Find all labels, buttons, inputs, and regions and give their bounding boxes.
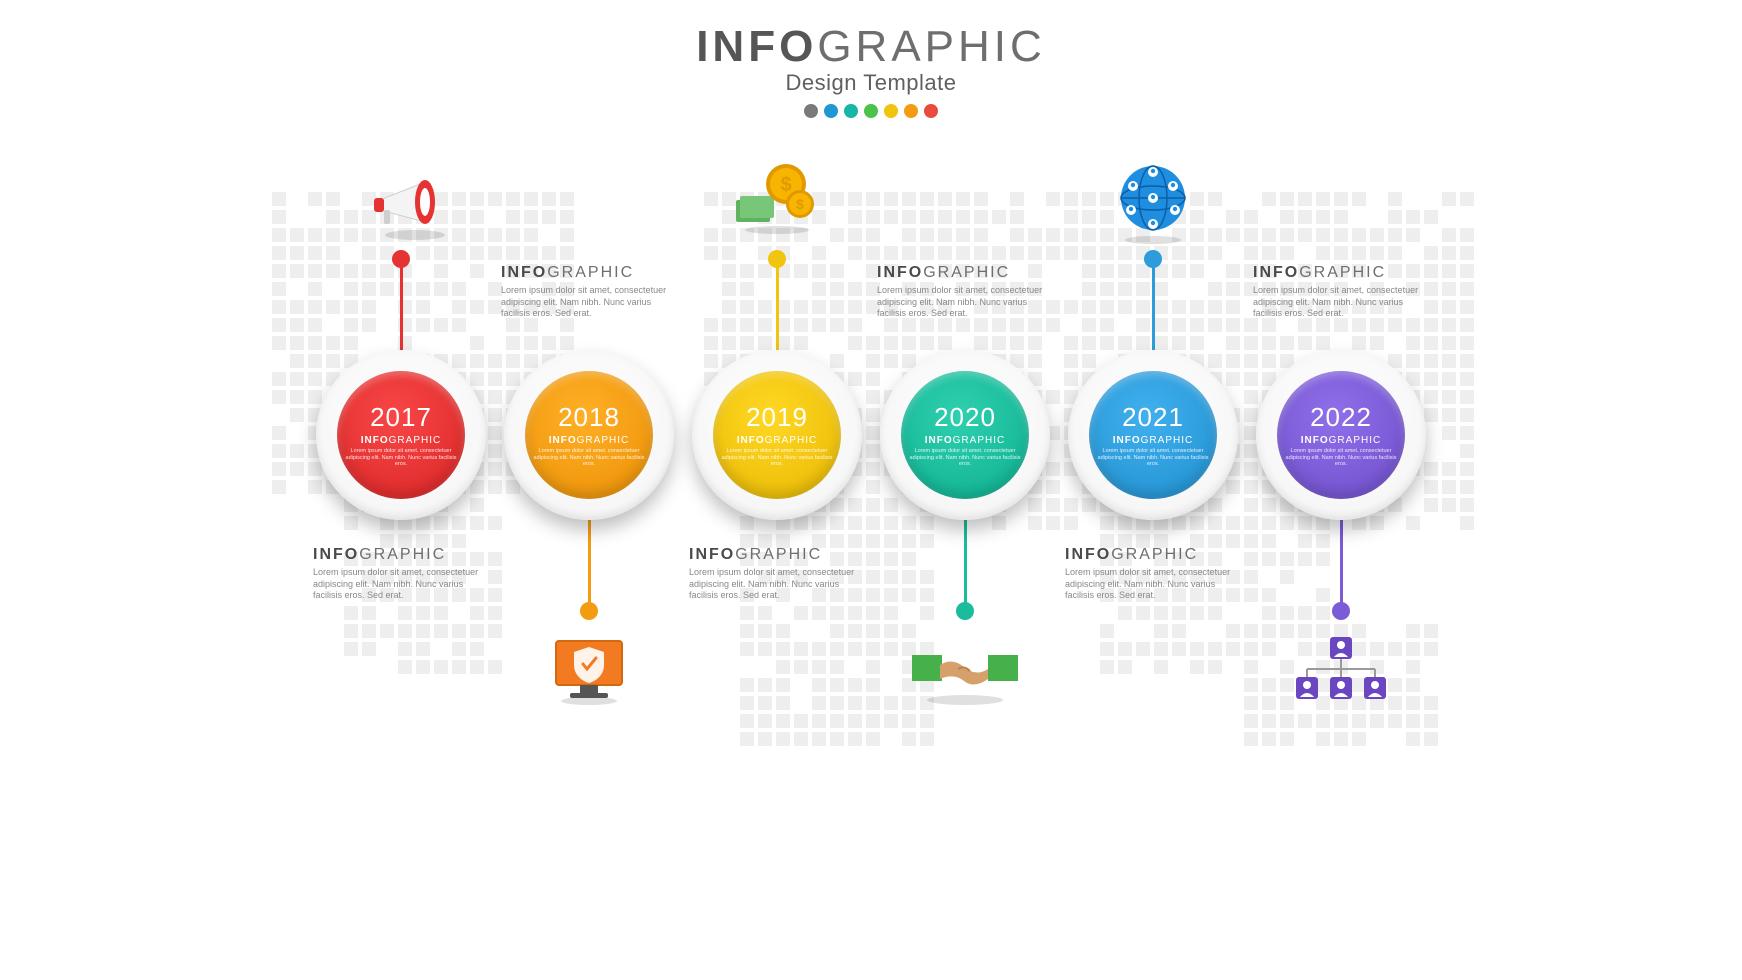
year-circle-inner: 2017 INFOGRAPHIC Lorem ipsum dolor sit a… [337,371,465,499]
circle-mini-text: Lorem ipsum dolor sit amet. consectetuer… [909,448,1021,468]
timeline-node: INFOGRAPHICLorem ipsum dolor sit amet, c… [1256,350,1426,520]
year-circle-inner: 2020 INFOGRAPHIC Lorem ipsum dolor sit a… [901,371,1029,499]
circle-label: INFOGRAPHIC [549,435,629,446]
timeline-node: 2021 INFOGRAPHIC Lorem ipsum dolor sit a… [1068,350,1238,520]
legend-dots [0,104,1742,118]
svg-text:$: $ [780,174,791,196]
year-circle-inner: 2022 INFOGRAPHIC Lorem ipsum dolor sit a… [1277,371,1405,499]
title-bold: INFO [696,22,817,71]
year-circle-inner: 2021 INFOGRAPHIC Lorem ipsum dolor sit a… [1089,371,1217,499]
stem [776,254,779,350]
stem-dot [392,250,410,268]
timeline-node: 2017 INFOGRAPHIC Lorem ipsum dolor sit a… [316,350,486,520]
stem-dot [956,602,974,620]
year-circle-inner: 2019 INFOGRAPHIC Lorem ipsum dolor sit a… [713,371,841,499]
legend-dot [824,104,838,118]
block-title: INFOGRAPHIC [877,264,1057,282]
year-label: 2018 [558,402,620,433]
year-label: 2020 [934,402,996,433]
stem-dot [768,250,786,268]
legend-dot [804,104,818,118]
block-title: INFOGRAPHIC [313,546,493,564]
year-label: 2017 [370,402,432,433]
circle-label: INFOGRAPHIC [1113,435,1193,446]
block-title: INFOGRAPHIC [1065,546,1245,564]
legend-dot [864,104,878,118]
stem [1152,254,1155,350]
circle-label: INFOGRAPHIC [1301,435,1381,446]
text-block: INFOGRAPHIC Lorem ipsum dolor sit amet, c… [1253,264,1433,320]
timeline: 2017 INFOGRAPHIC Lorem ipsum dolor sit a… [0,350,1742,520]
timeline-node: INFOGRAPHICLorem ipsum dolor sit amet, c… [504,350,674,520]
text-block: INFOGRAPHIC Lorem ipsum dolor sit amet, c… [313,546,493,602]
org-chart-icon [1291,635,1391,710]
text-block: INFOGRAPHIC Lorem ipsum dolor sit amet, c… [689,546,869,602]
block-body: Lorem ipsum dolor sit amet, consectetuer… [689,567,869,602]
timeline-node: INFOGRAPHICLorem ipsum dolor sit amet, c… [880,350,1050,520]
year-circle: 2020 INFOGRAPHIC Lorem ipsum dolor sit a… [880,350,1050,520]
year-label: 2021 [1122,402,1184,433]
circle-label: INFOGRAPHIC [925,435,1005,446]
globe-icon [1111,160,1195,249]
handshake-icon [910,645,1020,710]
megaphone-icon [370,170,460,245]
block-body: Lorem ipsum dolor sit amet, consectetuer… [313,567,493,602]
title-light: GRAPHIC [817,22,1045,71]
text-block: INFOGRAPHIC Lorem ipsum dolor sit amet, c… [501,264,681,320]
subtitle: Design Template [0,70,1742,96]
circle-mini-text: Lorem ipsum dolor sit amet. consectetuer… [1097,448,1209,468]
circle-mini-text: Lorem ipsum dolor sit amet. consectetuer… [721,448,833,468]
year-circle: 2022 INFOGRAPHIC Lorem ipsum dolor sit a… [1256,350,1426,520]
year-circle: 2019 INFOGRAPHIC Lorem ipsum dolor sit a… [692,350,862,520]
circle-mini-text: Lorem ipsum dolor sit amet. consectetuer… [345,448,457,468]
text-block: INFOGRAPHIC Lorem ipsum dolor sit amet, c… [1065,546,1245,602]
year-circle-inner: 2018 INFOGRAPHIC Lorem ipsum dolor sit a… [525,371,653,499]
block-title: INFOGRAPHIC [1253,264,1433,282]
block-body: Lorem ipsum dolor sit amet, consectetuer… [501,285,681,320]
stem-dot [1332,602,1350,620]
stem-dot [1144,250,1162,268]
legend-dot [844,104,858,118]
year-label: 2019 [746,402,808,433]
block-title: INFOGRAPHIC [689,546,869,564]
monitor-shield-icon [550,635,628,710]
block-body: Lorem ipsum dolor sit amet, consectetuer… [1065,567,1245,602]
main-title: INFOGRAPHIC [0,22,1742,72]
circle-label: INFOGRAPHIC [737,435,817,446]
stem-dot [580,602,598,620]
block-body: Lorem ipsum dolor sit amet, consectetuer… [877,285,1057,320]
legend-dot [924,104,938,118]
circle-mini-text: Lorem ipsum dolor sit amet. consectetuer… [533,448,645,468]
year-circle: 2017 INFOGRAPHIC Lorem ipsum dolor sit a… [316,350,486,520]
timeline-node: $ $ 2019 INFOGRAPHIC Lorem ipsum dolor s… [692,350,862,520]
block-title: INFOGRAPHIC [501,264,681,282]
block-body: Lorem ipsum dolor sit amet, consectetuer… [1253,285,1433,320]
circle-mini-text: Lorem ipsum dolor sit amet. consectetuer… [1285,448,1397,468]
year-label: 2022 [1310,402,1372,433]
svg-text:$: $ [796,196,804,212]
circle-label: INFOGRAPHIC [361,435,441,446]
infographic-header: INFOGRAPHIC Design Template [0,0,1742,118]
text-block: INFOGRAPHIC Lorem ipsum dolor sit amet, c… [877,264,1057,320]
year-circle: 2021 INFOGRAPHIC Lorem ipsum dolor sit a… [1068,350,1238,520]
stem [400,254,403,350]
legend-dot [884,104,898,118]
year-circle: 2018 INFOGRAPHIC Lorem ipsum dolor sit a… [504,350,674,520]
legend-dot [904,104,918,118]
coins-icon: $ $ [732,160,822,239]
